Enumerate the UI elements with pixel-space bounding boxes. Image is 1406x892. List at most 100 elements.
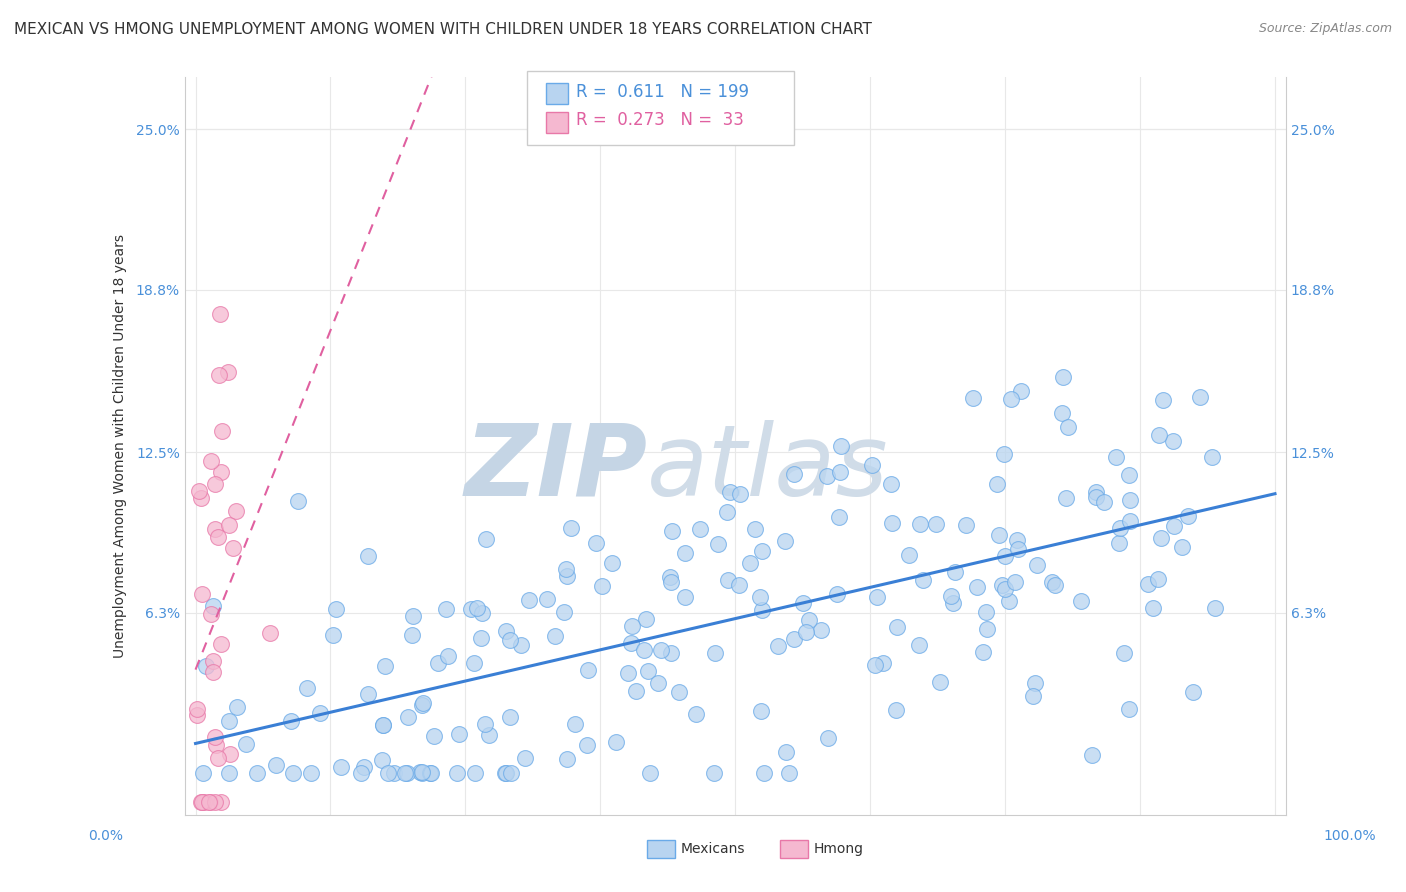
Point	[675, 590, 697, 604]
Point	[515, 751, 537, 765]
Point	[576, 663, 599, 677]
Point	[689, 522, 711, 536]
Point	[235, 737, 257, 751]
Point	[728, 487, 751, 501]
Point	[188, 483, 211, 498]
Point	[266, 758, 288, 772]
Point	[259, 625, 281, 640]
Point	[207, 751, 229, 765]
Point	[204, 477, 226, 491]
Point	[419, 766, 441, 780]
Point	[218, 518, 240, 533]
Point	[744, 522, 766, 536]
Point	[200, 454, 222, 468]
Point	[194, 658, 217, 673]
Point	[986, 476, 1008, 491]
Point	[204, 730, 226, 744]
Point	[494, 766, 516, 780]
Point	[371, 753, 394, 767]
Point	[796, 625, 818, 640]
Point	[411, 766, 433, 780]
Point	[1170, 540, 1192, 554]
Text: MEXICAN VS HMONG UNEMPLOYMENT AMONG WOMEN WITH CHILDREN UNDER 18 YEARS CORRELATI: MEXICAN VS HMONG UNEMPLOYMENT AMONG WOME…	[14, 22, 872, 37]
Point	[1189, 390, 1212, 404]
Point	[783, 467, 806, 481]
Point	[377, 766, 399, 780]
Point	[543, 629, 565, 643]
Point	[198, 795, 221, 809]
Text: Mexicans: Mexicans	[681, 842, 745, 856]
Point	[1025, 558, 1047, 572]
Point	[411, 698, 433, 712]
Point	[207, 530, 229, 544]
Point	[636, 612, 658, 626]
Point	[1152, 393, 1174, 408]
Point	[420, 766, 443, 780]
Point	[827, 510, 849, 524]
Point	[200, 607, 222, 622]
Point	[792, 596, 814, 610]
Point	[470, 606, 492, 620]
Point	[703, 646, 725, 660]
Point	[474, 532, 496, 546]
Point	[994, 549, 1017, 564]
Point	[281, 766, 304, 780]
Point	[495, 766, 517, 780]
Point	[1147, 572, 1170, 586]
Point	[633, 643, 655, 657]
Text: Source: ZipAtlas.com: Source: ZipAtlas.com	[1258, 22, 1392, 36]
Point	[886, 620, 908, 634]
Point	[943, 566, 966, 580]
Point	[477, 728, 499, 742]
Point	[437, 648, 460, 663]
Point	[218, 766, 240, 780]
Point	[863, 658, 886, 673]
Point	[411, 764, 433, 779]
Point	[1000, 392, 1022, 406]
Point	[976, 605, 998, 619]
Point	[716, 505, 738, 519]
Point	[1147, 428, 1170, 442]
Point	[939, 589, 962, 603]
Point	[208, 368, 231, 382]
Point	[186, 702, 208, 716]
Point	[1118, 467, 1140, 482]
Point	[555, 562, 578, 576]
Point	[685, 706, 707, 721]
Point	[309, 706, 332, 720]
Point	[295, 681, 318, 696]
Point	[217, 365, 239, 379]
Point	[991, 577, 1014, 591]
Point	[738, 556, 761, 570]
Point	[860, 458, 883, 472]
Text: Hmong: Hmong	[814, 842, 865, 856]
Point	[575, 738, 598, 752]
Point	[1104, 450, 1126, 464]
Point	[498, 710, 520, 724]
Point	[624, 683, 647, 698]
Point	[464, 766, 486, 780]
Point	[817, 731, 839, 745]
Text: 100.0%: 100.0%	[1323, 830, 1376, 843]
Text: R =  0.273   N =  33: R = 0.273 N = 33	[576, 112, 744, 129]
Point	[661, 524, 683, 539]
Point	[1163, 519, 1185, 533]
Point	[1007, 541, 1029, 556]
Point	[1109, 521, 1132, 535]
Point	[353, 760, 375, 774]
Point	[749, 704, 772, 718]
Point	[427, 657, 450, 671]
Point	[470, 632, 492, 646]
Point	[211, 424, 233, 438]
Point	[394, 766, 416, 780]
Point	[898, 549, 921, 563]
Point	[517, 592, 540, 607]
Point	[775, 745, 797, 759]
Point	[650, 642, 672, 657]
Text: ZIP: ZIP	[464, 419, 647, 516]
Point	[707, 537, 730, 551]
Point	[751, 544, 773, 558]
Point	[219, 747, 242, 761]
Point	[201, 599, 224, 613]
Point	[191, 795, 214, 809]
